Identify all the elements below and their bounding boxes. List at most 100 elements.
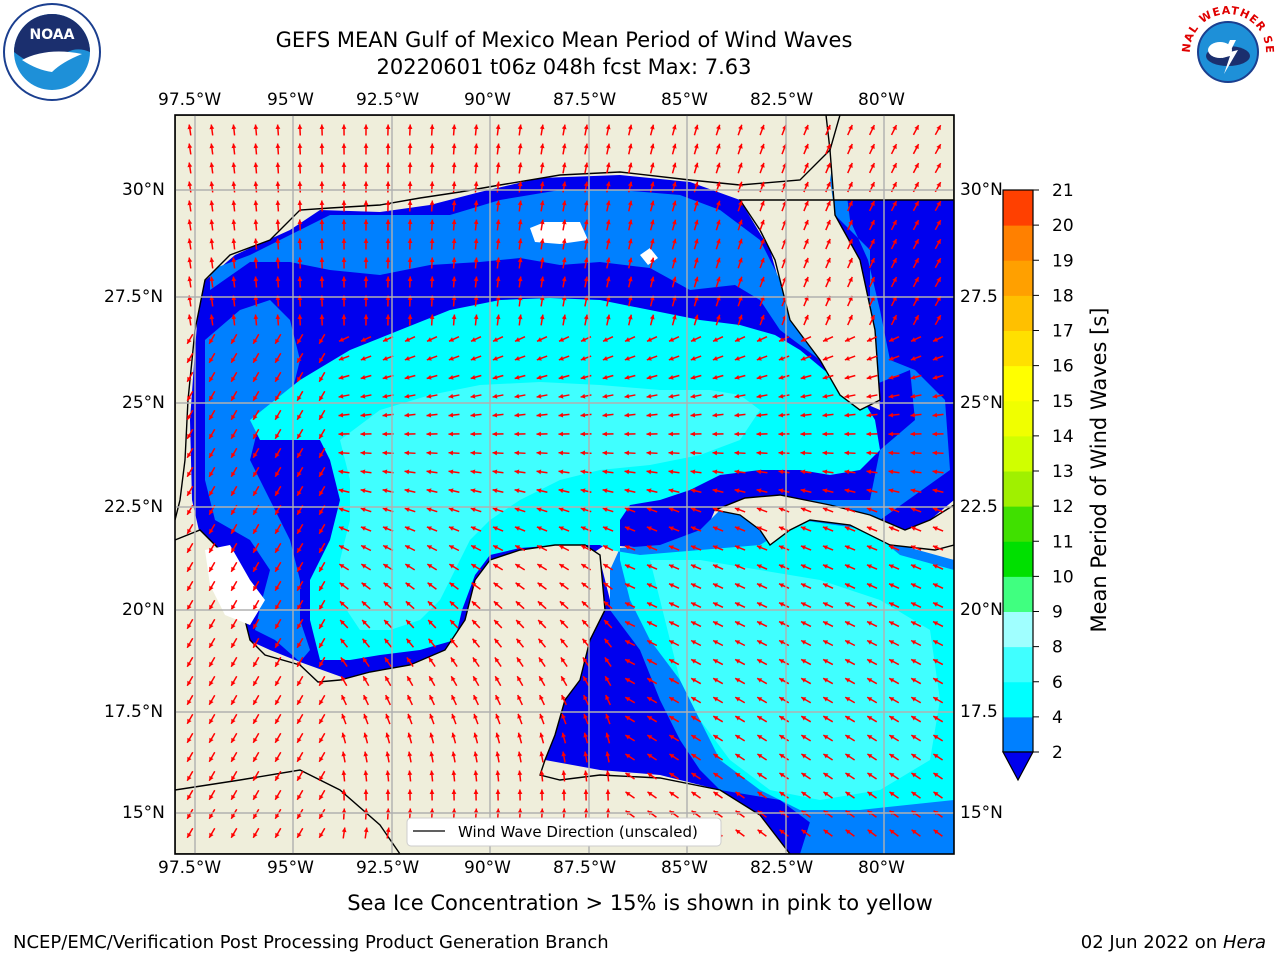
wave-arrow-head	[495, 124, 501, 130]
wave-arrow-head	[870, 201, 875, 207]
wave-arrow-head	[231, 219, 237, 225]
wave-arrow-head	[319, 775, 324, 781]
wave-arrow-head	[341, 124, 347, 129]
wave-arrow-head	[187, 604, 192, 610]
wave-arrow-head	[382, 393, 388, 399]
wave-arrow-head	[517, 219, 523, 225]
wave-arrow-head	[338, 488, 344, 494]
wave-arrow-head	[231, 661, 236, 667]
wave-arrow-head	[627, 124, 633, 130]
wave-arrow-head	[823, 716, 829, 721]
wave-arrow-head	[450, 657, 456, 663]
lat-label-left: 17.5°N	[104, 702, 164, 722]
wave-arrow-head	[734, 450, 740, 456]
wave-arrow-head	[870, 163, 875, 169]
wave-arrow-head	[804, 276, 809, 282]
wave-arrow-head	[495, 732, 501, 738]
wave-arrow-head	[536, 431, 541, 437]
wave-arrow-head	[253, 699, 258, 705]
wave-arrow-head	[209, 376, 214, 382]
wave-arrow-head	[735, 678, 741, 683]
wave-arrow-head	[539, 295, 545, 301]
wave-arrow-head	[646, 545, 652, 550]
lat-label-left: 20°N	[122, 600, 165, 620]
wave-arrow-head	[734, 545, 740, 550]
wave-arrow-head	[231, 509, 236, 515]
wave-arrow-head	[844, 356, 850, 361]
wave-arrow-head	[429, 713, 434, 719]
wave-arrow-head	[515, 564, 521, 569]
wave-arrow-head	[407, 751, 413, 757]
wave-arrow-head	[275, 756, 280, 762]
wave-arrow-head	[910, 545, 916, 550]
wave-arrow-head	[602, 507, 608, 512]
wave-arrow-head	[694, 143, 699, 149]
wave-arrow-head	[580, 374, 586, 380]
wave-arrow-head	[756, 583, 762, 588]
wave-arrow-head	[646, 583, 652, 588]
wave-arrow-head	[844, 450, 850, 456]
wave-arrow-head	[804, 143, 809, 149]
wave-arrow-head	[473, 162, 479, 168]
wave-arrow-head	[716, 162, 721, 168]
wave-arrow-head	[649, 238, 655, 244]
nws-logo: NATIONAL WEATHER SERVICE	[1173, 0, 1278, 102]
wave-arrow-head	[735, 829, 741, 835]
wave-arrow-head	[385, 181, 391, 186]
wave-arrow-head	[735, 754, 741, 759]
wave-arrow-head	[892, 144, 897, 150]
wave-arrow-head	[449, 545, 455, 550]
wave-arrow-head	[910, 507, 916, 512]
wave-arrow-head	[338, 374, 344, 380]
colorbar-segment	[1003, 400, 1033, 437]
wave-arrow-head	[493, 601, 499, 607]
wave-arrow-head	[231, 471, 236, 477]
wave-arrow-head	[407, 143, 413, 148]
wave-arrow-head	[668, 450, 674, 456]
wave-arrow-head	[735, 602, 741, 607]
wave-arrow-head	[822, 526, 828, 531]
wave-arrow-head	[231, 257, 237, 263]
wave-arrow-head	[426, 526, 432, 531]
wave-arrow-head	[297, 528, 302, 534]
wave-arrow-head	[892, 258, 897, 264]
wave-arrow-head	[253, 604, 258, 610]
wave-arrow-head	[933, 772, 939, 778]
colorbar-segment	[1003, 576, 1033, 612]
wave-arrow-head	[536, 450, 542, 456]
wave-arrow-head	[713, 659, 719, 664]
wave-arrow-head	[339, 601, 345, 607]
wave-arrow-head	[826, 200, 831, 206]
wave-arrow-head	[341, 238, 347, 243]
wave-arrow-head	[426, 469, 432, 475]
wave-arrow-head	[319, 604, 324, 610]
wave-arrow-head	[187, 813, 192, 819]
wave-arrow-head	[735, 716, 741, 721]
wave-arrow-head	[624, 431, 629, 437]
wave-arrow-head	[253, 395, 258, 401]
wave-arrow-head	[583, 676, 588, 682]
wave-arrow-head	[713, 621, 719, 626]
wave-arrow-head	[187, 338, 192, 344]
wave-arrow-head	[800, 545, 806, 550]
wave-arrow-head	[845, 829, 851, 835]
wave-arrow-head	[911, 678, 917, 683]
wave-arrow-head	[209, 661, 214, 667]
wave-arrow-head	[385, 257, 391, 262]
wave-arrow-head	[539, 124, 545, 130]
wave-arrow-head	[363, 732, 369, 738]
wave-arrow-head	[716, 219, 721, 225]
wave-arrow-head	[778, 393, 784, 399]
wave-arrow-head	[297, 276, 303, 282]
wave-arrow-head	[231, 143, 237, 149]
wave-arrow-head	[712, 469, 718, 475]
wave-arrow-head	[187, 528, 192, 534]
wave-arrow-head	[936, 315, 941, 321]
wave-arrow-head	[561, 808, 567, 814]
wave-arrow-head	[536, 526, 542, 531]
wave-arrow-head	[716, 276, 721, 282]
wave-arrow-head	[539, 162, 545, 168]
wave-arrow-head	[451, 770, 457, 776]
wave-arrow-head	[407, 695, 412, 701]
wave-arrow-head	[341, 789, 347, 794]
